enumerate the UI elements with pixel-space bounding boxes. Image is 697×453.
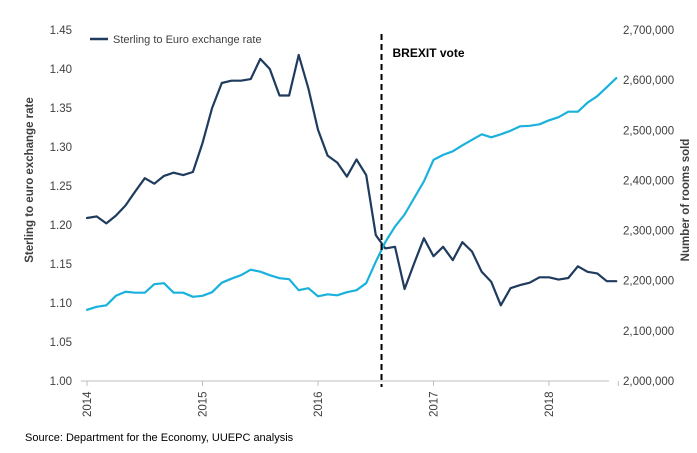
left-tick-label: 1.00	[50, 376, 72, 388]
right-axis-title: Number of rooms sold	[680, 139, 692, 262]
brexit-vote-label: BREXIT vote	[393, 46, 465, 60]
source-note: Source: Department for the Economy, UUEP…	[25, 432, 294, 444]
left-tick-label: 1.20	[50, 220, 72, 232]
x-tick-label: 2014	[82, 391, 94, 417]
right-tick-label: 2,100,000	[623, 326, 674, 338]
x-tick-label: 2016	[313, 391, 325, 417]
legend: Sterling to Euro exchange rate	[90, 34, 262, 46]
left-tick-label: 1.10	[50, 298, 72, 310]
left-tick-label: 1.05	[50, 337, 72, 349]
left-tick-label: 1.25	[50, 181, 72, 193]
x-tick-label: 2018	[544, 391, 556, 417]
right-axis-ticks: 2,000,000 2,100,000 2,200,000 2,300,000 2,40…	[623, 25, 674, 388]
left-tick-label: 1.40	[50, 64, 72, 76]
x-tick-label: 2015	[198, 391, 210, 417]
left-tick-label: 1.30	[50, 142, 72, 154]
x-axis-ticks: 2014 2015 2016 2017 2018	[82, 381, 619, 417]
right-tick-label: 2,500,000	[623, 125, 674, 137]
series-layer	[85, 53, 618, 311]
left-tick-label: 1.15	[50, 259, 72, 271]
rooms-sold-line	[85, 76, 618, 311]
right-tick-label: 2,000,000	[623, 376, 674, 388]
left-axis-ticks: 1.00 1.05 1.10 1.15 1.20 1.25 1.30 1.35 1.40 1.45	[50, 25, 72, 388]
left-tick-label: 1.45	[50, 25, 72, 37]
legend-label: Sterling to Euro exchange rate	[113, 34, 262, 46]
left-axis-title: Sterling to euro exchange rate	[24, 97, 36, 263]
exchange-rate-line	[85, 53, 618, 307]
left-tick-label: 1.35	[50, 103, 72, 115]
right-tick-label: 2,400,000	[623, 175, 674, 187]
right-tick-label: 2,600,000	[623, 75, 674, 87]
x-tick-label: 2017	[429, 391, 441, 417]
right-tick-label: 2,700,000	[623, 25, 674, 37]
right-tick-label: 2,200,000	[623, 276, 674, 288]
right-tick-label: 2,300,000	[623, 226, 674, 238]
